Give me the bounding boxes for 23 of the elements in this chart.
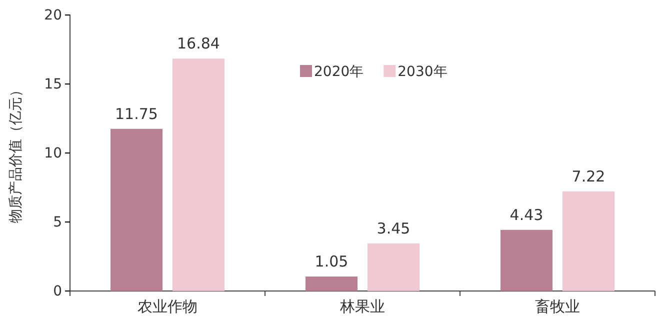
data-label: 16.84: [177, 34, 220, 53]
bar: [110, 128, 162, 291]
x-tick-label: 畜牧业: [535, 298, 580, 316]
y-tick-label: 5: [53, 214, 62, 230]
y-axis-title: 物质产品价值（亿元）: [8, 83, 24, 223]
data-label: 7.22: [572, 167, 606, 186]
bar: [368, 243, 420, 291]
legend-label: 2030年: [398, 64, 448, 80]
bar: [172, 58, 224, 291]
data-label: 11.75: [115, 104, 158, 123]
y-tick-label: 20: [44, 7, 62, 24]
bar: [500, 230, 552, 291]
x-tick-label: 林果业: [339, 298, 385, 316]
legend-label: 2020年: [314, 64, 364, 80]
bar: [306, 276, 358, 291]
y-tick-label: 10: [44, 145, 62, 162]
y-tick-label: 0: [53, 283, 62, 300]
data-label: 1.05: [314, 252, 348, 271]
x-tick-label: 农业作物: [138, 298, 198, 316]
data-label: 3.45: [376, 219, 410, 238]
data-label: 4.43: [510, 206, 544, 224]
bar: [562, 191, 614, 291]
y-tick-label: 15: [44, 76, 62, 92]
